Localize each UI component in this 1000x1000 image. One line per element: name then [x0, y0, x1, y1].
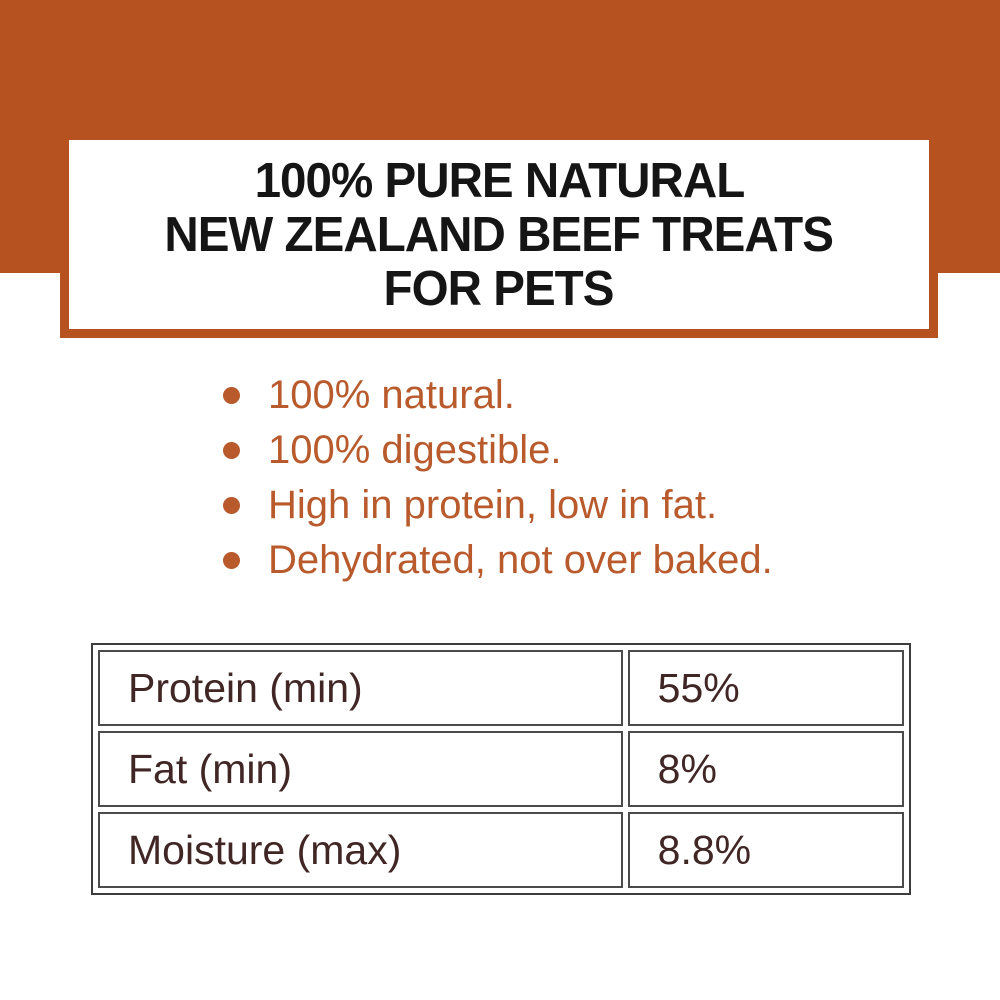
bullet-icon — [223, 552, 240, 569]
title-banner: 100% PURE NATURAL NEW ZEALAND BEEF TREAT… — [60, 131, 938, 338]
feature-list: 100% natural. 100% digestible. High in p… — [223, 368, 773, 588]
feature-text: 100% natural. — [268, 373, 515, 417]
table-row: Fat (min) 8% — [98, 731, 904, 807]
nutrient-value: 8.8% — [627, 812, 904, 888]
nutrition-table: Protein (min) 55% Fat (min) 8% Moisture … — [91, 643, 911, 895]
bullet-icon — [223, 497, 240, 514]
nutrient-value: 8% — [627, 731, 904, 807]
bullet-icon — [223, 387, 240, 404]
list-item: 100% natural. — [223, 368, 773, 423]
nutrient-value: 55% — [627, 650, 904, 726]
page-title-line-3: FOR PETS — [384, 261, 615, 316]
list-item: 100% digestible. — [223, 423, 773, 478]
nutrient-label: Moisture (max) — [98, 812, 623, 888]
list-item: Dehydrated, not over baked. — [223, 533, 773, 588]
feature-text: High in protein, low in fat. — [268, 483, 718, 527]
bullet-icon — [223, 442, 240, 459]
page-title-line-2: NEW ZEALAND BEEF TREATS — [164, 207, 835, 262]
feature-text: 100% digestible. — [268, 428, 562, 472]
nutrient-label: Fat (min) — [98, 731, 623, 807]
list-item: High in protein, low in fat. — [223, 478, 773, 533]
table-row: Protein (min) 55% — [98, 650, 904, 726]
feature-text: Dehydrated, not over baked. — [268, 538, 773, 582]
nutrient-label: Protein (min) — [98, 650, 623, 726]
page-title-line-1: 100% PURE NATURAL — [254, 153, 745, 208]
table-row: Moisture (max) 8.8% — [98, 812, 904, 888]
